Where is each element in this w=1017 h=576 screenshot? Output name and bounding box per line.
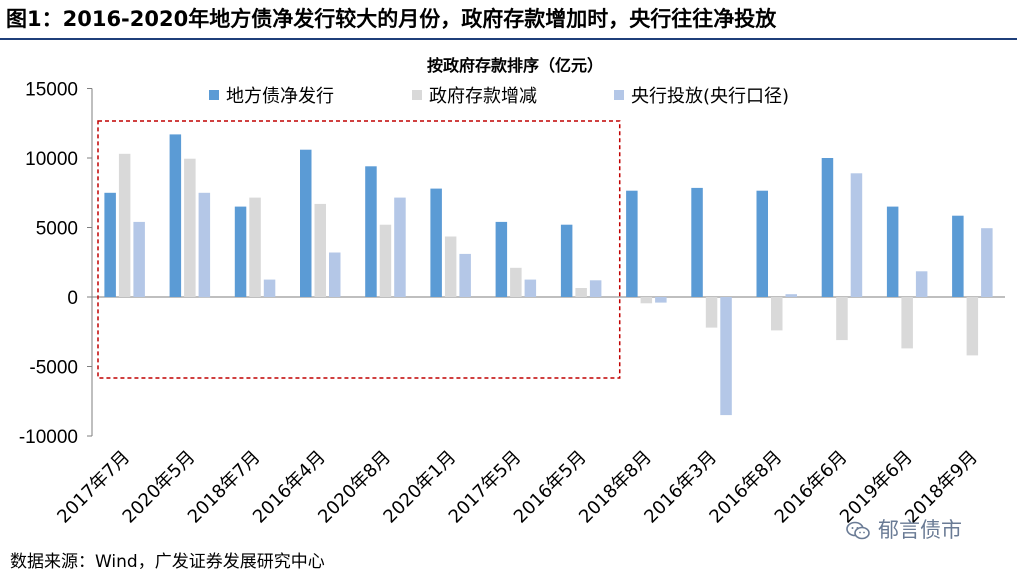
bar-3: [655, 297, 667, 303]
bar-3: [394, 197, 406, 297]
bar-1: [234, 206, 247, 297]
bar-1: [756, 190, 768, 297]
bar-1: [104, 192, 116, 298]
bar-2: [510, 267, 522, 297]
bar-3: [198, 192, 211, 298]
legend-label: 央行投放(央行口径): [631, 86, 789, 107]
highlight-box: [97, 120, 621, 379]
bar-2: [444, 236, 457, 297]
y-tick-label: 0: [67, 288, 78, 309]
bar-3: [850, 173, 863, 297]
bar-2: [836, 297, 848, 341]
bar-1: [365, 166, 377, 297]
figure-title: 图1：2016-2020年地方债净发行较大的月份，政府存款增加时，央行往往净投放: [6, 7, 777, 31]
y-tick-label: -10000: [19, 427, 78, 448]
chart-title: 按政府存款排序（亿元）: [427, 56, 603, 75]
bar-2: [966, 297, 979, 356]
bar-1: [886, 206, 899, 297]
bars: [104, 134, 993, 416]
bar-2: [575, 288, 587, 297]
bar-2: [249, 197, 261, 297]
legend-label: 政府存款增减: [429, 86, 537, 107]
bar-3: [720, 297, 732, 416]
bar-3: [589, 280, 602, 297]
y-tick-label: -5000: [29, 358, 78, 379]
bar-1: [300, 149, 312, 297]
legend-swatch: [412, 90, 422, 100]
legend-swatch: [614, 90, 624, 100]
bar-1: [495, 221, 508, 297]
watermark: 郁言债市: [846, 516, 962, 544]
bar-2: [184, 158, 196, 297]
legend-label: 地方债净发行: [226, 86, 334, 107]
bar-3: [133, 221, 145, 297]
bar-1: [169, 134, 182, 297]
source-note: 数据来源：Wind，广发证券发展研究中心: [10, 552, 325, 572]
bar-2: [705, 297, 718, 328]
legend-swatch: [209, 90, 219, 100]
bar-1: [821, 158, 834, 297]
bar-1: [691, 187, 703, 297]
wechat-icon: [846, 520, 870, 540]
bar-2: [901, 297, 913, 349]
bar-3: [329, 252, 341, 297]
bar-3: [915, 271, 928, 297]
bar-2: [771, 297, 783, 331]
bar-3: [459, 253, 471, 297]
x-axis: 2017年7月2020年5月2018年7月2016年4月2020年8月2020年…: [53, 296, 1005, 527]
bar-1: [430, 188, 442, 297]
bar-2: [118, 153, 131, 297]
bar-2: [379, 224, 392, 297]
bar-2: [640, 297, 653, 304]
bar-3: [785, 294, 797, 297]
bar-2: [314, 203, 326, 297]
watermark-text: 郁言债市: [878, 518, 962, 542]
bar-1: [626, 190, 638, 297]
bar-3: [524, 279, 537, 297]
bar-1: [560, 224, 573, 297]
bar-1: [952, 215, 964, 297]
y-axis: 15000 10000 5000 0 -5000 -10000: [19, 80, 93, 448]
legend: 地方债净发行 政府存款增减 央行投放(央行口径): [209, 86, 789, 107]
bar-3: [263, 279, 276, 297]
title-divider: [0, 38, 1017, 40]
y-tick-label: 10000: [25, 149, 78, 170]
bar-3: [981, 228, 993, 297]
y-tick-label: 15000: [25, 80, 78, 101]
y-tick-label: 5000: [36, 219, 78, 240]
